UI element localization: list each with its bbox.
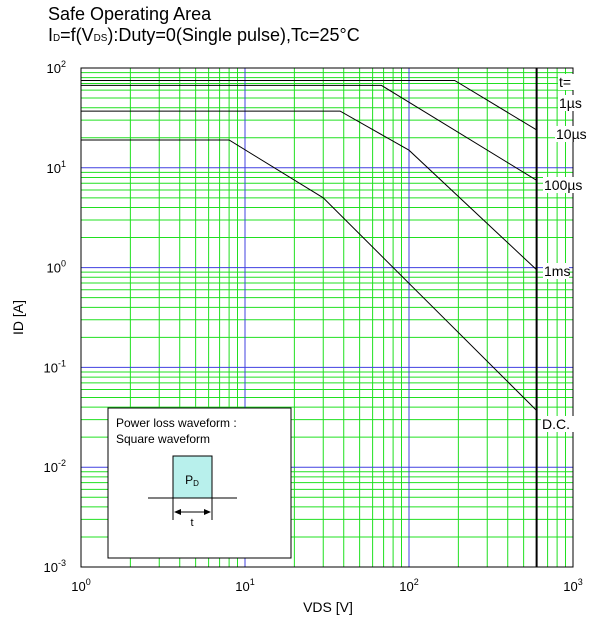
- y-tick-label-1: 10-2: [44, 458, 66, 475]
- series-line-3: [81, 139, 537, 411]
- series-label-bg: [543, 263, 569, 279]
- inset-text-line2: Square waveform: [116, 432, 210, 446]
- y-tick-label-5: 102: [47, 59, 66, 76]
- subtitle-vds-subscript: DS: [93, 33, 108, 44]
- y-tick-label-3: 100: [47, 259, 66, 276]
- x-tick-label-3: 103: [563, 577, 582, 594]
- series-label-1-0: 10µs: [556, 126, 587, 142]
- x-tick-label-2: 102: [399, 577, 418, 594]
- time-arrow-head-right: [204, 509, 211, 515]
- subtitle-id-symbol: I: [48, 25, 54, 45]
- series-label-0-1: 1µs: [559, 95, 582, 111]
- series-label-bg: [558, 95, 584, 111]
- pulse-label: PD: [185, 473, 199, 488]
- time-label: t: [190, 517, 193, 529]
- chart-title: Safe Operating Area: [48, 4, 212, 24]
- y-tick-label-0: 10-3: [44, 558, 66, 575]
- series-label-bg: [543, 177, 585, 193]
- series-line-0: [81, 80, 537, 131]
- subtitle-id-subscript: D: [53, 33, 61, 44]
- y-axis-label: ID [A]: [10, 300, 26, 335]
- series-line-1: [81, 84, 537, 181]
- waveform-inset: Power loss waveform : Square waveform PD t: [107, 407, 292, 559]
- series-label-2-0: 100µs: [544, 177, 582, 193]
- pulse-shape: [172, 455, 213, 499]
- time-arrow-head-left: [174, 509, 181, 515]
- series-label-4-0: D.C.: [542, 416, 570, 432]
- subtitle-conditions: ):Duty=0(Single pulse),Tc=25°C: [107, 25, 360, 45]
- chart-subtitle: ID=f(VDS):Duty=0(Single pulse),Tc=25°C: [48, 25, 360, 46]
- series-label-bg: [555, 126, 589, 142]
- y-tick-label-4: 101: [47, 159, 66, 176]
- series-label-bg: [558, 74, 576, 90]
- inset-text-line1: Power loss waveform :: [116, 416, 237, 430]
- series-label-bg: [541, 416, 575, 432]
- y-tick-label-2: 10-1: [44, 358, 66, 375]
- plot-frame: [80, 67, 574, 568]
- x-tick-label-1: 101: [235, 577, 254, 594]
- series-line-2: [81, 110, 537, 271]
- series-label-3-0: 1ms: [544, 263, 570, 279]
- x-tick-label-0: 100: [71, 577, 90, 594]
- x-axis-label: VDS [V]: [303, 599, 353, 615]
- series-label-0-0: t=: [559, 74, 571, 90]
- subtitle-function-open: =f(V: [60, 25, 94, 45]
